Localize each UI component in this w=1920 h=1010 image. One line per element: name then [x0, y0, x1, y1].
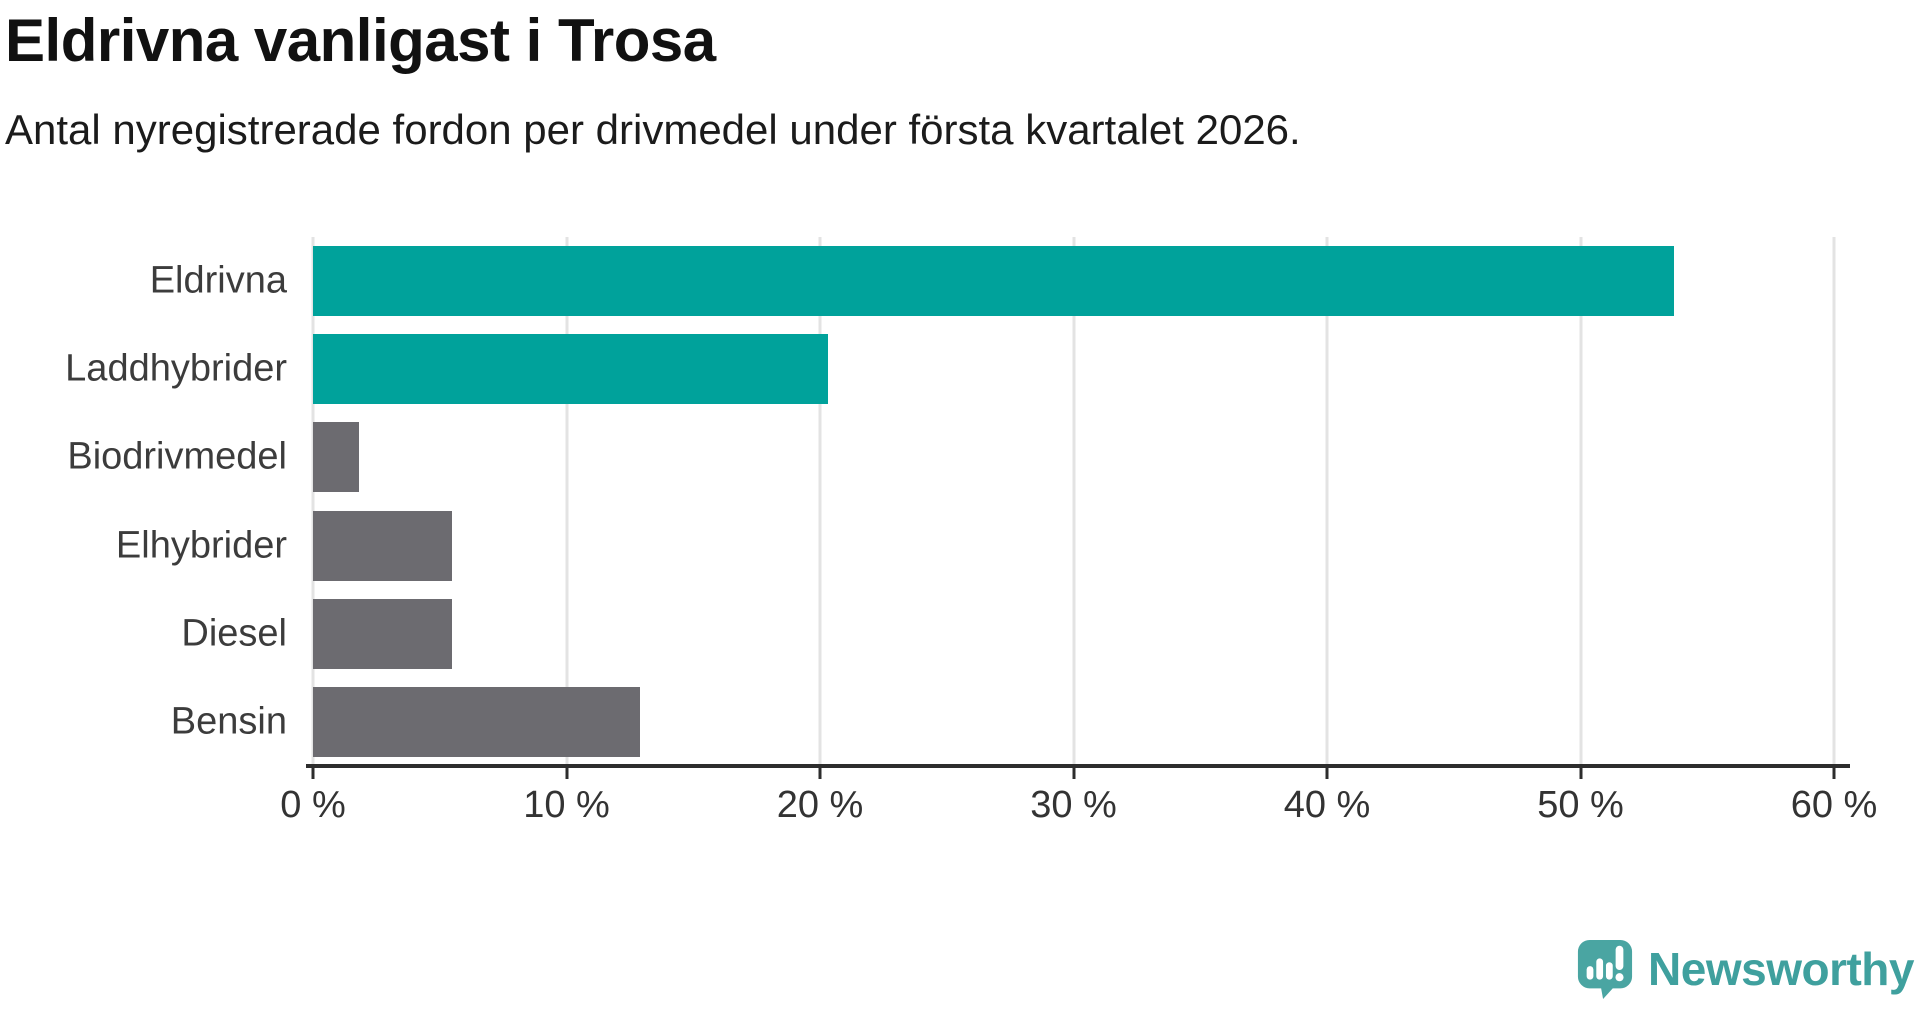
x-tick-30 [1072, 768, 1075, 779]
x-tick-0 [311, 768, 315, 779]
x-tick-label-50: 50 % [1537, 784, 1624, 826]
bar-eldrivna [313, 246, 1675, 317]
x-tick-label-30: 30 % [1030, 784, 1117, 826]
category-label-laddhybrider: Laddhybrider [65, 347, 287, 390]
x-tick-label-60: 60 % [1790, 784, 1878, 826]
chart-subtitle: Antal nyregistrerade fordon per drivmede… [5, 106, 1301, 153]
newsworthy-wordmark: Newsworthy [1648, 943, 1914, 995]
x-tick-60 [1832, 768, 1836, 779]
category-labels: Eldrivna Laddhybrider Biodrivmedel Elhybrid… [0, 237, 287, 766]
plot-area [311, 237, 1836, 766]
category-label-diesel: Diesel [181, 612, 287, 655]
gridline-40 [1325, 237, 1329, 766]
newsworthy-icon [1577, 940, 1633, 999]
bar-laddhybrider [313, 334, 828, 405]
gridline-0 [311, 237, 315, 766]
x-tick-label-40: 40 % [1283, 784, 1371, 826]
newsworthy-logo: Newsworthy [1576, 938, 1914, 1000]
category-label-bensin: Bensin [170, 700, 287, 743]
x-axis-line [306, 764, 1850, 768]
category-label-eldrivna: Eldrivna [149, 259, 287, 302]
gridline-30 [1072, 237, 1075, 766]
category-label-biodrivmedel: Biodrivmedel [67, 435, 287, 478]
bar-bensin [313, 686, 640, 757]
x-tick-50 [1579, 768, 1582, 779]
x-tick-label-0: 0 % [280, 784, 346, 826]
gridline-20 [818, 237, 822, 766]
chart-title: Eldrivna vanligast i Trosa [5, 7, 716, 74]
x-tick-40 [1325, 768, 1329, 779]
x-tick-label-20: 20 % [776, 784, 864, 826]
x-tick-10 [565, 768, 568, 779]
gridline-50 [1579, 237, 1582, 766]
bar-elhybrider [313, 510, 453, 581]
x-tick-20 [818, 768, 822, 779]
category-label-elhybrider: Elhybrider [115, 524, 287, 567]
bar-biodrivmedel [313, 422, 359, 493]
gridline-10 [565, 237, 568, 766]
gridline-60 [1832, 237, 1836, 766]
bar-diesel [313, 598, 453, 669]
x-tick-label-10: 10 % [523, 784, 610, 826]
